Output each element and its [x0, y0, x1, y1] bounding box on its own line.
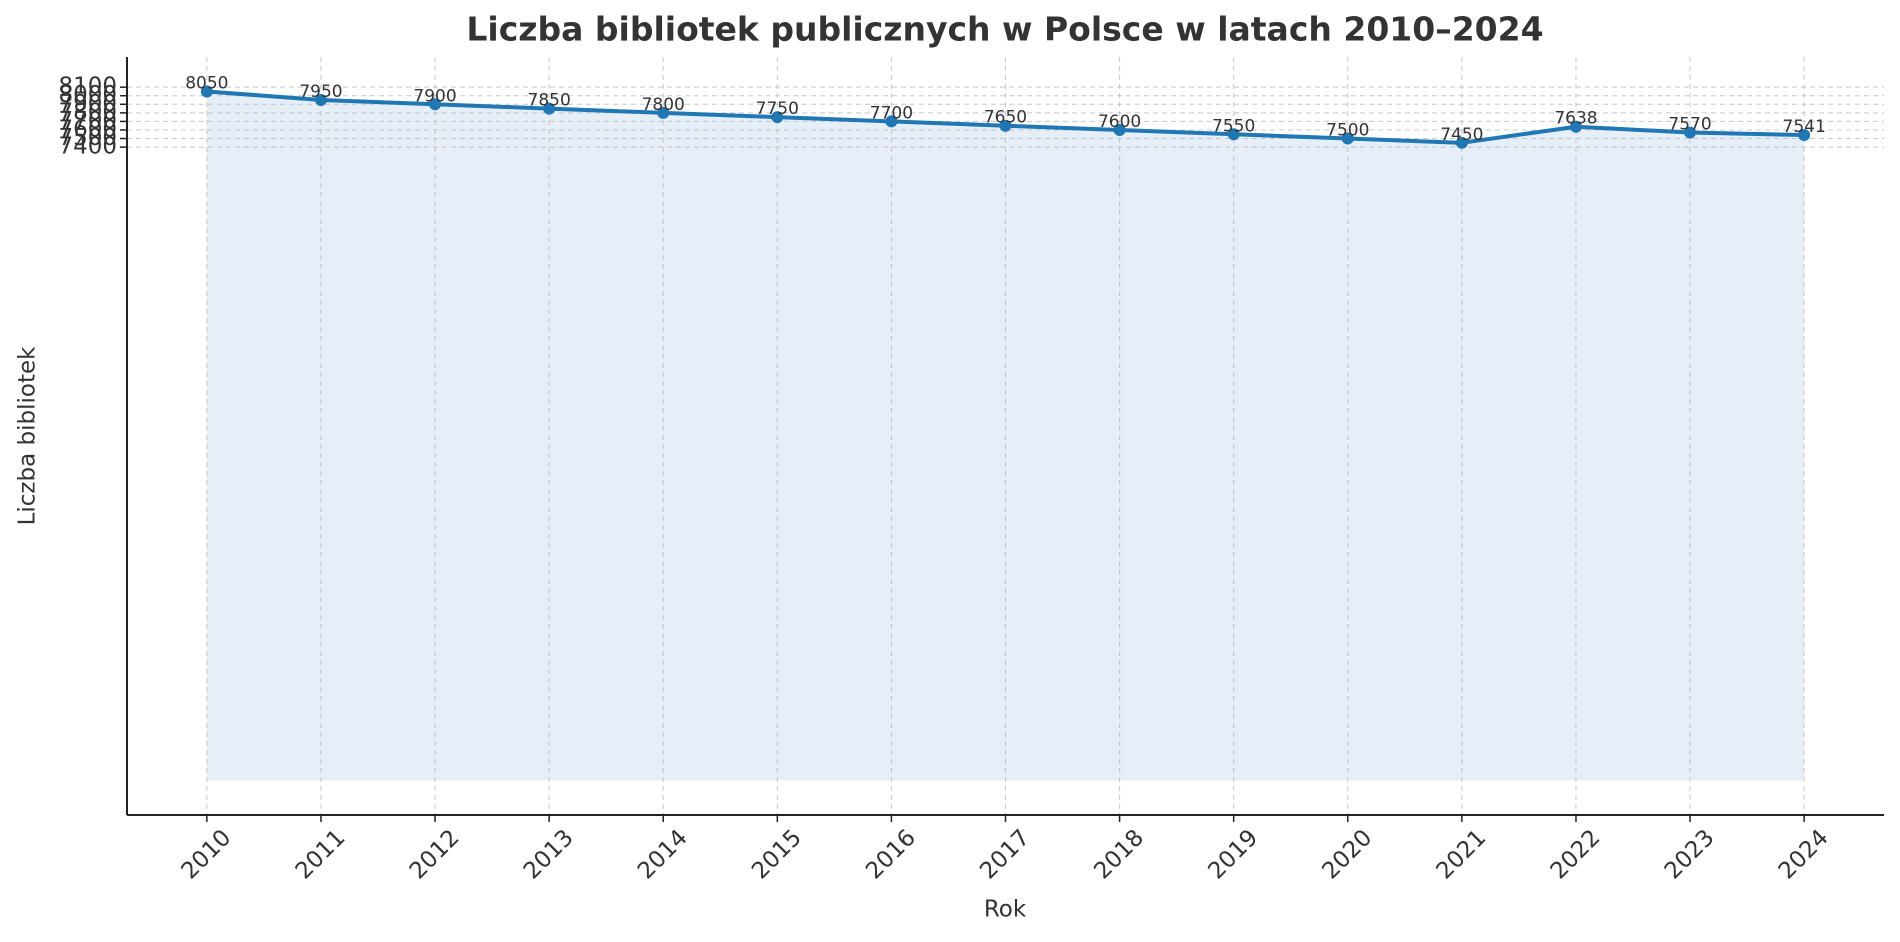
- x-tick-label: 2013: [519, 825, 579, 885]
- data-label: 7950: [299, 82, 342, 102]
- y-axis-label: Liczba bibliotek: [15, 346, 41, 526]
- data-label: 7750: [756, 99, 799, 119]
- marker: [771, 111, 784, 124]
- marker: [1569, 120, 1582, 133]
- x-tick-label: 2021: [1432, 825, 1492, 885]
- x-tick-label: 2010: [177, 825, 237, 885]
- x-tick-label: 2019: [1203, 825, 1263, 885]
- y-tick-label: 7600: [58, 116, 117, 142]
- marker: [543, 102, 556, 115]
- marker: [657, 106, 670, 119]
- data-label: 7700: [870, 103, 913, 123]
- x-tick-label: 2022: [1546, 825, 1606, 885]
- data-label: 8050: [185, 73, 228, 93]
- y-tick-label: 7400: [58, 134, 117, 160]
- marker: [999, 119, 1012, 132]
- marker: [314, 94, 327, 107]
- y-tick-label: 7800: [58, 99, 117, 125]
- chart-title: Liczba bibliotek publicznych w Polsce w …: [466, 10, 1543, 49]
- data-label: 7650: [984, 108, 1027, 128]
- x-tick-label: 2017: [975, 825, 1035, 885]
- data-label: 7500: [1326, 121, 1369, 141]
- marker: [1798, 129, 1811, 142]
- marker: [429, 98, 442, 111]
- marker: [1227, 128, 1240, 141]
- x-tick-label: 2016: [861, 825, 921, 885]
- data-label: 7800: [642, 95, 685, 115]
- x-tick-label: 2011: [291, 825, 351, 885]
- y-tick-label: 8000: [58, 82, 117, 108]
- y-tick-label: 7700: [58, 108, 117, 134]
- data-label: 7450: [1440, 125, 1483, 145]
- data-label: 7900: [413, 86, 456, 106]
- x-tick-label: 2023: [1660, 825, 1720, 885]
- data-label: 7600: [1098, 112, 1141, 132]
- data-label: 7570: [1668, 115, 1711, 135]
- x-tick-label: 2020: [1318, 825, 1378, 885]
- x-tick-label: 2014: [633, 825, 693, 885]
- x-axis-label: Rok: [984, 897, 1027, 923]
- marker: [200, 85, 213, 98]
- marker: [1684, 126, 1697, 139]
- x-tick-label: 2018: [1089, 825, 1149, 885]
- y-tick-label: 8100: [58, 74, 117, 100]
- y-tick-label: 7900: [58, 91, 117, 117]
- data-label: 7541: [1783, 117, 1826, 137]
- x-tick-label: 2015: [747, 825, 807, 885]
- data-label: 7550: [1212, 116, 1255, 136]
- data-label: 7638: [1554, 109, 1597, 129]
- x-tick-label: 2024: [1774, 825, 1834, 885]
- marker: [1113, 123, 1126, 136]
- marker: [885, 115, 898, 128]
- marker: [1455, 136, 1468, 149]
- y-tick-label: 7500: [58, 125, 117, 151]
- marker: [1341, 132, 1354, 145]
- x-tick-label: 2012: [405, 825, 465, 885]
- data-label: 7850: [528, 91, 571, 111]
